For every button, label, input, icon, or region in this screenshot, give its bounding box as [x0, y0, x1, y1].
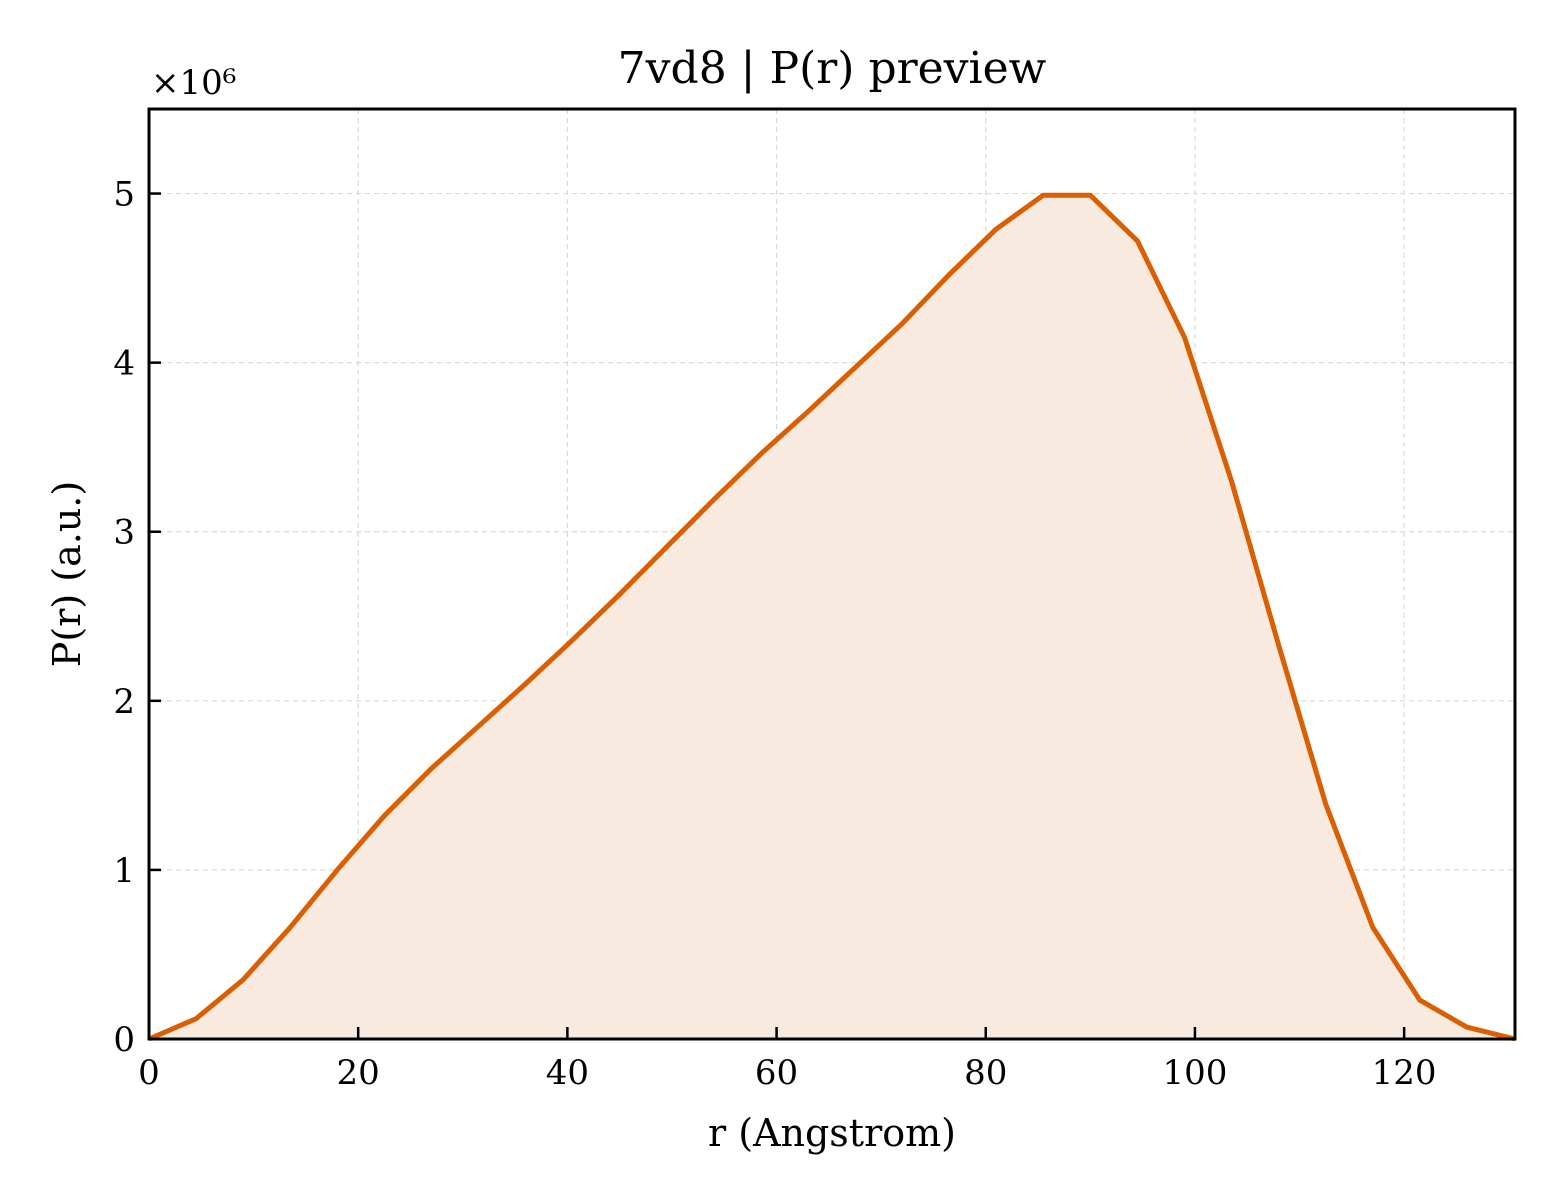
pr-data-point: [1041, 193, 1046, 198]
pr-data-point: [194, 1016, 199, 1021]
x-tick-label: 20: [337, 1053, 380, 1093]
y-axis-label: P(r) (a.u.): [45, 481, 89, 667]
y-tick-label: 5: [113, 175, 135, 215]
pr-data-point: [241, 977, 246, 982]
y-tick-label: 2: [113, 682, 135, 722]
pr-data-point: [1417, 998, 1422, 1003]
pr-data-point: [1464, 1025, 1469, 1030]
pr-data-point: [523, 681, 528, 686]
y-tick-label: 3: [113, 513, 135, 553]
x-tick-label: 80: [964, 1053, 1007, 1093]
axis-ticks: [147, 192, 1406, 1041]
pr-data-point: [758, 451, 763, 456]
pr-data-point: [429, 766, 434, 771]
pr-data-point: [994, 227, 999, 232]
x-axis-label: r (Angstrom): [708, 1111, 956, 1155]
pr-data-point: [476, 724, 481, 729]
pr-data-point: [853, 365, 858, 370]
x-tick-label: 40: [546, 1053, 589, 1093]
y-tick-label: 1: [113, 851, 135, 891]
axis-tick-labels: 0 20 40 60 80 100 120 0 1 2 3 4 5: [113, 175, 1436, 1093]
pr-data-point: [1276, 643, 1281, 648]
pr-data-point: [288, 925, 293, 930]
pr-data-point: [335, 867, 340, 872]
pr-data-point: [1370, 925, 1375, 930]
pr-data-point: [570, 637, 575, 642]
pr-data-point: [1182, 335, 1187, 340]
x-tick-label: 0: [138, 1053, 160, 1093]
pr-area-fill: [149, 195, 1515, 1039]
pr-data-point: [1229, 479, 1234, 484]
pr-data-point: [947, 272, 952, 277]
y-tick-label: 4: [113, 344, 135, 384]
pr-data-point: [382, 813, 387, 818]
pr-data-point: [664, 544, 669, 549]
pr-data-point: [805, 409, 810, 414]
pr-data-point: [900, 321, 905, 326]
pr-series-line: [148, 192, 1516, 1042]
x-tick-label: 60: [755, 1053, 798, 1093]
pr-data-point: [617, 592, 622, 597]
plot-frame: [147, 107, 1517, 1041]
x-tick-label: 100: [1162, 1053, 1227, 1093]
pr-data-point: [1135, 238, 1140, 243]
pr-data-point: [1323, 802, 1328, 807]
pr-data-point: [711, 497, 716, 502]
x-tick-label: 120: [1372, 1053, 1437, 1093]
y-tick-label: 0: [113, 1020, 135, 1060]
chart-title: 7vd8 | P(r) preview: [618, 43, 1047, 94]
y-offset-label: ×10⁶: [151, 63, 236, 103]
pr-data-point: [1088, 193, 1093, 198]
